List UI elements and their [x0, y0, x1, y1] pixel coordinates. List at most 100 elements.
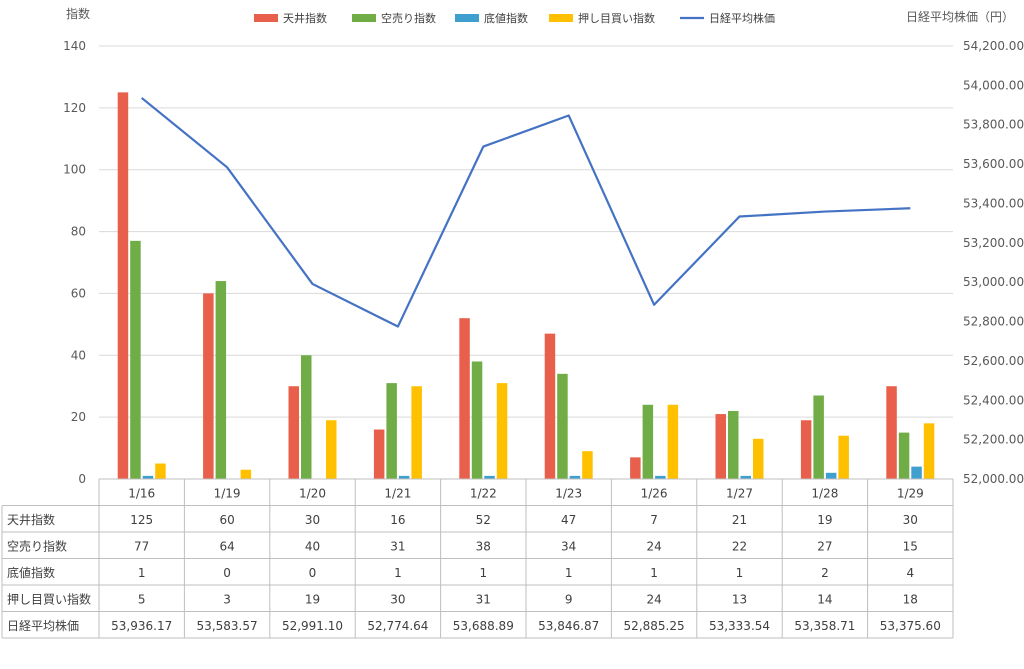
left-tick-label: 40	[71, 348, 86, 362]
left-tick-label: 120	[63, 101, 86, 115]
bar	[496, 383, 508, 479]
table-cell: 64	[219, 539, 234, 553]
left-tick-label: 140	[63, 39, 86, 53]
line-series	[141, 97, 911, 328]
category-label: 1/16	[128, 486, 155, 500]
right-tick-label: 52,800.00	[963, 315, 1024, 329]
left-axis-title: 指数	[66, 6, 90, 21]
bar	[215, 281, 227, 479]
right-tick-label: 52,200.00	[963, 433, 1024, 447]
table-cell: 52	[476, 513, 491, 527]
right-tick-label: 54,200.00	[963, 39, 1024, 53]
table-cell: 21	[732, 513, 747, 527]
table-cell: 53,333.54	[709, 619, 770, 633]
legend-label: 押し目買い指数	[578, 11, 655, 25]
bar	[667, 404, 679, 479]
left-tick-label: 20	[71, 410, 86, 424]
table-cell: 125	[130, 513, 153, 527]
table-cell: 52,885.25	[624, 619, 685, 633]
table-cell: 22	[732, 539, 747, 553]
legend-swatch	[352, 14, 376, 22]
bar	[484, 475, 495, 479]
bar	[753, 438, 764, 479]
table-cell: 13	[732, 592, 747, 606]
table-cell: 53,688.89	[453, 619, 514, 633]
table-cell: 24	[646, 539, 661, 553]
table-cell: 24	[646, 592, 661, 606]
table-cell: 31	[390, 539, 405, 553]
table-cell: 52,774.64	[367, 619, 428, 633]
bar	[240, 469, 252, 479]
table-cell: 53,358.71	[794, 619, 855, 633]
bar	[800, 420, 812, 479]
table-cell: 40	[305, 539, 320, 553]
table-cell: 30	[305, 513, 320, 527]
left-tick-label: 100	[63, 163, 86, 177]
bar	[813, 395, 824, 479]
right-tick-label: 53,600.00	[963, 157, 1024, 171]
category-label: 1/28	[811, 486, 838, 500]
bar	[923, 423, 935, 479]
table-cell: 4	[906, 566, 914, 580]
left-tick-label: 60	[71, 286, 86, 300]
right-axis-title: 日経平均株価（円）	[906, 9, 1014, 24]
bar	[655, 475, 666, 479]
bar	[740, 475, 751, 479]
table-row-label: 押し目買い指数	[7, 591, 91, 606]
table-cell: 52,991.10	[282, 619, 343, 633]
table-cell: 9	[565, 592, 573, 606]
bar	[142, 475, 154, 479]
legend-label: 底値指数	[484, 11, 528, 25]
category-label: 1/27	[726, 486, 753, 500]
bar	[471, 361, 483, 479]
bar	[898, 432, 910, 479]
gridlines	[99, 45, 953, 480]
table-cell: 53,583.57	[197, 619, 258, 633]
table-row-label: 空売り指数	[7, 538, 67, 553]
right-tick-label: 54,000.00	[963, 78, 1024, 92]
right-tick-label: 53,000.00	[963, 275, 1024, 289]
table-cell: 15	[903, 539, 918, 553]
table-cell: 19	[817, 513, 832, 527]
right-tick-label: 52,000.00	[963, 472, 1024, 486]
table-cell: 16	[390, 513, 405, 527]
left-tick-label: 80	[71, 225, 86, 239]
table-cell: 18	[903, 592, 918, 606]
table-cell: 0	[223, 566, 231, 580]
table-cell: 27	[817, 539, 832, 553]
table-cell: 38	[476, 539, 491, 553]
table-cell: 53,936.17	[111, 619, 172, 633]
right-tick-label: 53,800.00	[963, 118, 1024, 132]
category-label: 1/20	[299, 486, 326, 500]
bar	[398, 475, 410, 479]
right-tick-label: 53,400.00	[963, 196, 1024, 210]
legend: 天井指数 空売り指数 底値指数 押し目買い指数 日経平均株価	[254, 11, 775, 25]
category-label: 1/19	[214, 486, 241, 500]
bar	[911, 466, 922, 479]
table-cell: 2	[821, 566, 829, 580]
legend-label: 日経平均株価	[709, 11, 775, 25]
table-cell: 1	[479, 566, 487, 580]
table-row-label: 底値指数	[7, 565, 55, 580]
bar	[386, 383, 397, 479]
bar	[630, 457, 641, 479]
table-cell: 60	[219, 513, 234, 527]
table-cell: 1	[394, 566, 402, 580]
bar	[130, 240, 141, 479]
category-label: 1/26	[641, 486, 668, 500]
legend-swatch	[455, 14, 479, 22]
table-cell: 14	[817, 592, 832, 606]
table-cell: 1	[650, 566, 658, 580]
table-cell: 19	[305, 592, 320, 606]
table-row-label: 天井指数	[7, 512, 55, 527]
bar	[825, 472, 837, 479]
legend-label: 空売り指数	[381, 11, 436, 25]
bar	[155, 463, 166, 479]
bar	[569, 475, 581, 479]
category-label: 1/29	[897, 486, 924, 500]
legend-swatch	[254, 14, 278, 22]
right-tick-label: 52,600.00	[963, 354, 1024, 368]
table-cell: 0	[309, 566, 317, 580]
